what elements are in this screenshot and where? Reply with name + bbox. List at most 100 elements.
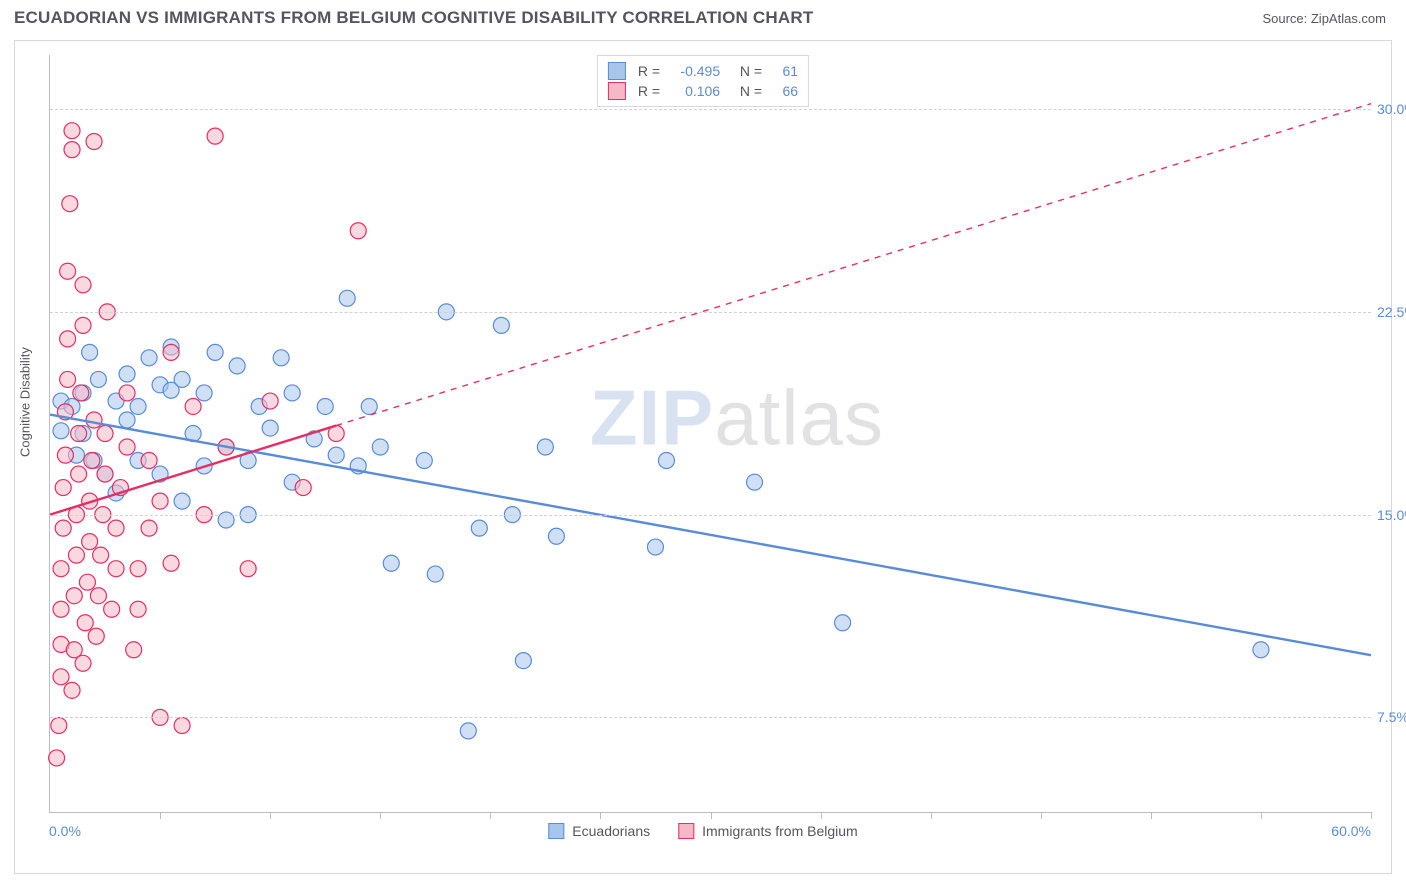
point-a [284, 385, 300, 401]
point-b [73, 385, 89, 401]
x-tick [711, 812, 712, 819]
stat-n-value: 61 [770, 63, 798, 79]
x-tick [1261, 812, 1262, 819]
point-a [471, 520, 487, 536]
point-b [207, 128, 223, 144]
x-axis-max-label: 60.0% [1331, 823, 1371, 839]
gridline [50, 109, 1371, 110]
point-b [119, 439, 135, 455]
point-a [119, 412, 135, 428]
legend-label: Ecuadorians [572, 823, 650, 839]
point-a [372, 439, 388, 455]
trend-line-dashed-b [336, 104, 1371, 426]
point-a [493, 317, 509, 333]
point-a [1253, 642, 1269, 658]
x-tick [490, 812, 491, 819]
point-b [97, 426, 113, 442]
point-a [207, 344, 223, 360]
point-b [79, 574, 95, 590]
point-a [82, 344, 98, 360]
source-prefix: Source: [1262, 11, 1310, 26]
plot-svg [50, 55, 1371, 812]
point-b [75, 277, 91, 293]
point-b [93, 547, 109, 563]
point-a [658, 453, 674, 469]
point-b [53, 601, 69, 617]
point-b [104, 601, 120, 617]
legend-label: Immigrants from Belgium [702, 823, 858, 839]
point-b [141, 520, 157, 536]
point-b [60, 263, 76, 279]
x-tick [931, 812, 932, 819]
point-a [174, 371, 190, 387]
y-tick-label: 15.0% [1377, 507, 1406, 523]
point-a [90, 371, 106, 387]
chart-title: ECUADORIAN VS IMMIGRANTS FROM BELGIUM CO… [14, 8, 813, 28]
source-link[interactable]: ZipAtlas.com [1311, 11, 1386, 26]
x-tick [600, 812, 601, 819]
stat-n-label: N = [732, 83, 762, 99]
plot-area: ZIPatlas 7.5%15.0%22.5%30.0% [49, 55, 1371, 813]
point-a [339, 290, 355, 306]
point-a [361, 398, 377, 414]
point-a [537, 439, 553, 455]
point-b [53, 669, 69, 685]
chart-source: Source: ZipAtlas.com [1262, 11, 1386, 26]
point-b [86, 412, 102, 428]
point-a [747, 474, 763, 490]
stat-r-label: R = [638, 83, 660, 99]
point-b [163, 344, 179, 360]
point-a [196, 385, 212, 401]
point-b [77, 615, 93, 631]
point-b [152, 493, 168, 509]
x-tick [1151, 812, 1152, 819]
point-a [174, 493, 190, 509]
point-a [229, 358, 245, 374]
point-b [185, 398, 201, 414]
point-b [75, 317, 91, 333]
point-b [57, 447, 73, 463]
x-tick [160, 812, 161, 819]
stats-legend: R =-0.495 N =61R =0.106 N =66 [597, 55, 809, 107]
stats-row: R =-0.495 N =61 [608, 62, 798, 80]
point-b [141, 453, 157, 469]
point-b [51, 717, 67, 733]
point-a [328, 447, 344, 463]
trend-line-a [50, 415, 1371, 656]
point-b [66, 588, 82, 604]
point-b [108, 520, 124, 536]
point-a [835, 615, 851, 631]
point-a [53, 423, 69, 439]
swatch-a [548, 823, 564, 839]
chart-header: ECUADORIAN VS IMMIGRANTS FROM BELGIUM CO… [0, 0, 1406, 34]
point-a [416, 453, 432, 469]
point-b [64, 142, 80, 158]
gridline [50, 717, 1371, 718]
legend-item: Immigrants from Belgium [678, 823, 858, 839]
point-b [75, 655, 91, 671]
point-b [174, 717, 190, 733]
point-b [262, 393, 278, 409]
point-b [130, 601, 146, 617]
stat-n-label: N = [732, 63, 762, 79]
point-a [141, 350, 157, 366]
point-b [88, 628, 104, 644]
point-b [64, 123, 80, 139]
y-tick-label: 7.5% [1377, 709, 1406, 725]
x-tick [1371, 812, 1372, 819]
point-b [350, 223, 366, 239]
stats-row: R =0.106 N =66 [608, 82, 798, 100]
legend-item: Ecuadorians [548, 823, 650, 839]
x-tick [1041, 812, 1042, 819]
point-b [90, 588, 106, 604]
point-b [108, 561, 124, 577]
gridline [50, 312, 1371, 313]
y-axis-title: Cognitive Disability [18, 347, 33, 457]
point-b [84, 453, 100, 469]
swatch-b [678, 823, 694, 839]
point-a [647, 539, 663, 555]
point-b [62, 196, 78, 212]
x-axis-min-label: 0.0% [49, 823, 81, 839]
point-a [383, 555, 399, 571]
series-legend: Ecuadorians Immigrants from Belgium [548, 823, 857, 839]
